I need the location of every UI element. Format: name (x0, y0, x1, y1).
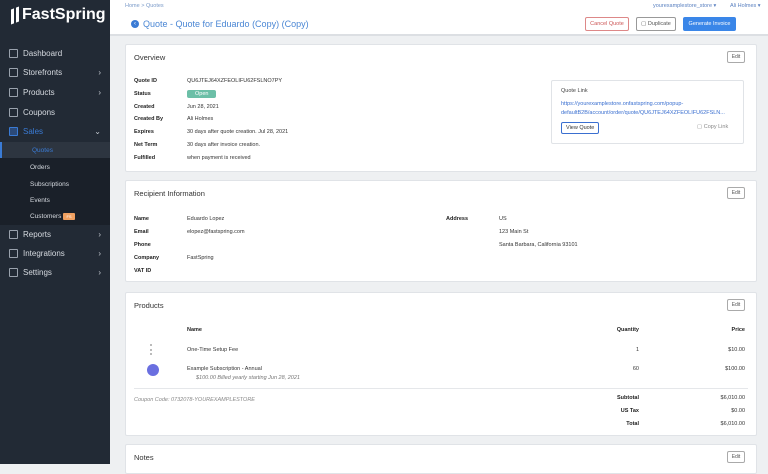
products-card: Products Edit Name Quantity Price One-Ti… (125, 292, 757, 436)
header: Home > Quotes yourexamplestore_store ▾ A… (110, 0, 768, 36)
breadcrumb[interactable]: Home > Quotes (125, 3, 164, 9)
sidebar-item-reports[interactable]: Reports › (0, 225, 110, 243)
field-value: Ali Holmes (187, 116, 214, 123)
status-badge: Open (187, 89, 217, 98)
sidebar-item-settings[interactable]: Settings › (0, 263, 110, 281)
sales-icon (9, 126, 18, 136)
sidebar-item-dashboard[interactable]: Dashboard (0, 44, 110, 62)
chevron-right-icon: › (98, 229, 101, 239)
page-title: ‹ Quote - Quote for Eduardo (Copy) (Copy) (131, 19, 309, 29)
recipient-card: Recipient Information Edit Address US 12… (125, 180, 757, 282)
chevron-right-icon: › (98, 267, 101, 277)
reports-icon (9, 229, 18, 239)
sidebar-subitem-events[interactable]: Events (30, 196, 50, 204)
integrations-icon (9, 248, 18, 258)
section-title: Notes (134, 453, 154, 462)
sidebar-item-coupons[interactable]: Coupons (0, 103, 110, 121)
chevron-right-icon: › (98, 248, 101, 258)
store-selector[interactable]: yourexamplestore_store ▾ (653, 3, 717, 9)
section-title: Overview (134, 53, 166, 62)
quote-link-box: Quote Link https://yourexamplestore.onfa… (551, 80, 744, 144)
back-icon[interactable]: ‹ (131, 20, 139, 28)
notes-card: Notes Edit (125, 444, 757, 474)
fs-badge: FS (63, 212, 75, 220)
gear-icon (9, 267, 18, 277)
field-value: when payment is received (187, 154, 251, 161)
sidebar-item-integrations[interactable]: Integrations › (0, 244, 110, 262)
overview-card: Overview Edit Quote Link https://yourexa… (125, 44, 757, 172)
chevron-right-icon: › (98, 87, 101, 97)
view-quote-button[interactable]: View Quote (561, 122, 600, 134)
chevron-right-icon: › (98, 67, 101, 77)
sidebar-subitem-quotes[interactable]: Quotes (0, 142, 110, 158)
chevron-down-icon: ⌄ (94, 126, 101, 136)
subscription-icon (147, 364, 159, 376)
coupon-icon (9, 107, 18, 117)
field-value: Jun 28, 2021 (187, 103, 219, 110)
copy-link-button[interactable]: ▢ Copy Link (697, 124, 729, 130)
sidebar: FastSpring Dashboard Storefronts › Products… (0, 0, 110, 464)
dashboard-icon (9, 48, 18, 58)
user-menu[interactable]: Ali Holmes ▾ (730, 3, 761, 9)
sidebar-item-sales[interactable]: Sales ⌄ (0, 122, 110, 140)
fastspring-logo[interactable]: FastSpring (11, 6, 106, 24)
storefront-icon (9, 67, 18, 77)
edit-button[interactable]: Edit (727, 299, 745, 311)
generate-invoice-button[interactable]: Generate Invoice (683, 17, 736, 31)
duplicate-button[interactable]: ▢ Duplicate (636, 17, 676, 31)
duplicate-icon: ▢ (641, 21, 648, 27)
section-title: Products (134, 301, 164, 310)
sidebar-subitem-orders[interactable]: Orders (30, 163, 50, 171)
field-value: 30 days after invoice creation. (187, 142, 261, 148)
quote-link-cont[interactable]: defaultB2B/account/order/quote/QU6JTEJ64… (561, 110, 725, 116)
divider (134, 388, 748, 389)
logo-icon (11, 6, 19, 24)
copy-icon: ▢ (697, 124, 704, 130)
cancel-quote-button[interactable]: Cancel Quote (585, 17, 629, 31)
field-value: QU6JTEJ64XZFEOLIFU62FSLNO7PY (187, 78, 283, 84)
quote-link[interactable]: https://yourexamplestore.onfastspring.co… (561, 101, 684, 107)
edit-button[interactable]: Edit (727, 451, 745, 463)
edit-button[interactable]: Edit (727, 51, 745, 63)
setup-fee-icon (150, 344, 154, 355)
field-value: 30 days after quote creation. Jul 28, 20… (187, 129, 289, 136)
sidebar-subitem-subscriptions[interactable]: Subscriptions (30, 180, 70, 188)
edit-button[interactable]: Edit (727, 187, 745, 199)
section-title: Recipient Information (134, 189, 205, 198)
sidebar-item-storefronts[interactable]: Storefronts › (0, 63, 110, 81)
sidebar-subitem-customers[interactable]: Customers FS (0, 208, 110, 224)
products-icon (9, 87, 18, 97)
sidebar-item-products[interactable]: Products › (0, 83, 110, 101)
